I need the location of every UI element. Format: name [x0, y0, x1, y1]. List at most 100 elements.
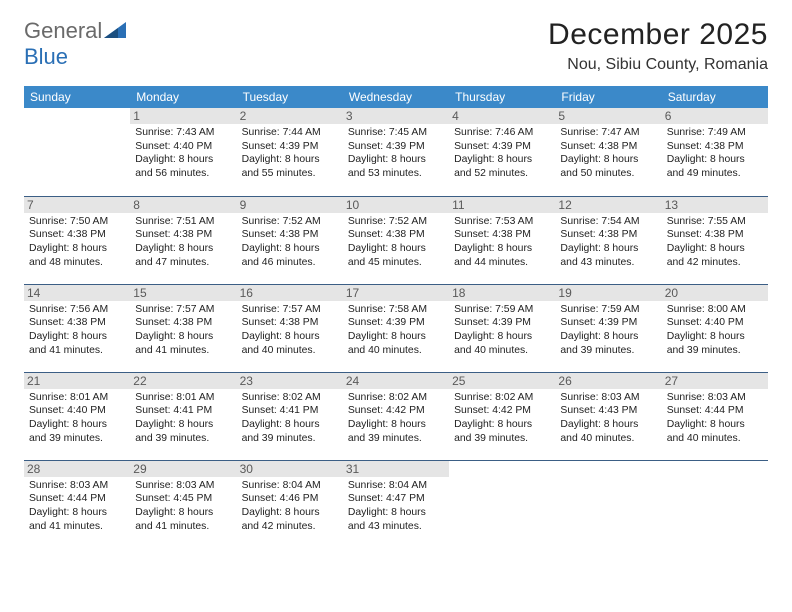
- daylight-text: Daylight: 8 hours and 42 minutes.: [242, 506, 338, 533]
- sunrise-text: Sunrise: 7:51 AM: [135, 215, 231, 229]
- sunset-text: Sunset: 4:39 PM: [454, 316, 550, 330]
- cell-details: Sunrise: 7:53 AMSunset: 4:38 PMDaylight:…: [454, 215, 550, 270]
- day-number: 5: [555, 108, 661, 124]
- sunset-text: Sunset: 4:38 PM: [135, 228, 231, 242]
- daylight-text: Daylight: 8 hours and 52 minutes.: [454, 153, 550, 180]
- cell-details: Sunrise: 8:03 AMSunset: 4:44 PMDaylight:…: [29, 479, 125, 534]
- cell-details: Sunrise: 7:52 AMSunset: 4:38 PMDaylight:…: [242, 215, 338, 270]
- month-title: December 2025: [548, 18, 768, 52]
- sunset-text: Sunset: 4:39 PM: [242, 140, 338, 154]
- calendar-week-row: 1Sunrise: 7:43 AMSunset: 4:40 PMDaylight…: [24, 108, 768, 196]
- sunrise-text: Sunrise: 7:44 AM: [242, 126, 338, 140]
- cell-details: Sunrise: 7:57 AMSunset: 4:38 PMDaylight:…: [242, 303, 338, 358]
- day-header: Wednesday: [343, 86, 449, 108]
- sunrise-text: Sunrise: 7:49 AM: [667, 126, 763, 140]
- sunrise-text: Sunrise: 7:59 AM: [560, 303, 656, 317]
- daylight-text: Daylight: 8 hours and 46 minutes.: [242, 242, 338, 269]
- calendar-cell: 16Sunrise: 7:57 AMSunset: 4:38 PMDayligh…: [237, 284, 343, 372]
- calendar-cell: 11Sunrise: 7:53 AMSunset: 4:38 PMDayligh…: [449, 196, 555, 284]
- sunset-text: Sunset: 4:41 PM: [242, 404, 338, 418]
- sunrise-text: Sunrise: 8:03 AM: [560, 391, 656, 405]
- cell-details: Sunrise: 7:56 AMSunset: 4:38 PMDaylight:…: [29, 303, 125, 358]
- day-header: Tuesday: [237, 86, 343, 108]
- calendar-cell: 23Sunrise: 8:02 AMSunset: 4:41 PMDayligh…: [237, 372, 343, 460]
- cell-details: Sunrise: 8:04 AMSunset: 4:47 PMDaylight:…: [348, 479, 444, 534]
- sunset-text: Sunset: 4:45 PM: [135, 492, 231, 506]
- daylight-text: Daylight: 8 hours and 53 minutes.: [348, 153, 444, 180]
- day-header-row: SundayMondayTuesdayWednesdayThursdayFrid…: [24, 86, 768, 108]
- daylight-text: Daylight: 8 hours and 39 minutes.: [454, 418, 550, 445]
- sunset-text: Sunset: 4:38 PM: [242, 228, 338, 242]
- day-number: 13: [662, 197, 768, 213]
- daylight-text: Daylight: 8 hours and 50 minutes.: [560, 153, 656, 180]
- daylight-text: Daylight: 8 hours and 42 minutes.: [667, 242, 763, 269]
- cell-details: Sunrise: 7:59 AMSunset: 4:39 PMDaylight:…: [454, 303, 550, 358]
- title-block: December 2025 Nou, Sibiu County, Romania: [548, 18, 768, 74]
- logo: General Blue: [24, 18, 126, 70]
- calendar-cell: 10Sunrise: 7:52 AMSunset: 4:38 PMDayligh…: [343, 196, 449, 284]
- calendar-cell: 25Sunrise: 8:02 AMSunset: 4:42 PMDayligh…: [449, 372, 555, 460]
- daylight-text: Daylight: 8 hours and 39 minutes.: [560, 330, 656, 357]
- calendar-cell: 14Sunrise: 7:56 AMSunset: 4:38 PMDayligh…: [24, 284, 130, 372]
- daylight-text: Daylight: 8 hours and 40 minutes.: [454, 330, 550, 357]
- daylight-text: Daylight: 8 hours and 40 minutes.: [242, 330, 338, 357]
- sunrise-text: Sunrise: 7:45 AM: [348, 126, 444, 140]
- sunrise-text: Sunrise: 7:46 AM: [454, 126, 550, 140]
- sunset-text: Sunset: 4:47 PM: [348, 492, 444, 506]
- calendar-cell: 3Sunrise: 7:45 AMSunset: 4:39 PMDaylight…: [343, 108, 449, 196]
- calendar-cell: 24Sunrise: 8:02 AMSunset: 4:42 PMDayligh…: [343, 372, 449, 460]
- day-number: 20: [662, 285, 768, 301]
- day-number: 24: [343, 373, 449, 389]
- day-number: 18: [449, 285, 555, 301]
- sunrise-text: Sunrise: 7:52 AM: [242, 215, 338, 229]
- sunset-text: Sunset: 4:38 PM: [560, 140, 656, 154]
- day-number: 23: [237, 373, 343, 389]
- cell-details: Sunrise: 7:45 AMSunset: 4:39 PMDaylight:…: [348, 126, 444, 181]
- day-number: 30: [237, 461, 343, 477]
- calendar-cell: [449, 460, 555, 548]
- calendar-cell: 1Sunrise: 7:43 AMSunset: 4:40 PMDaylight…: [130, 108, 236, 196]
- daylight-text: Daylight: 8 hours and 39 minutes.: [348, 418, 444, 445]
- day-header: Monday: [130, 86, 236, 108]
- daylight-text: Daylight: 8 hours and 39 minutes.: [135, 418, 231, 445]
- calendar-head: SundayMondayTuesdayWednesdayThursdayFrid…: [24, 86, 768, 108]
- logo-triangle-icon: [104, 22, 126, 38]
- sunset-text: Sunset: 4:40 PM: [667, 316, 763, 330]
- day-number: 21: [24, 373, 130, 389]
- cell-details: Sunrise: 7:51 AMSunset: 4:38 PMDaylight:…: [135, 215, 231, 270]
- cell-details: Sunrise: 8:01 AMSunset: 4:41 PMDaylight:…: [135, 391, 231, 446]
- sunrise-text: Sunrise: 7:59 AM: [454, 303, 550, 317]
- day-number: 1: [130, 108, 236, 124]
- sunrise-text: Sunrise: 7:54 AM: [560, 215, 656, 229]
- daylight-text: Daylight: 8 hours and 45 minutes.: [348, 242, 444, 269]
- daylight-text: Daylight: 8 hours and 39 minutes.: [29, 418, 125, 445]
- sunrise-text: Sunrise: 8:03 AM: [135, 479, 231, 493]
- calendar-cell: 17Sunrise: 7:58 AMSunset: 4:39 PMDayligh…: [343, 284, 449, 372]
- daylight-text: Daylight: 8 hours and 41 minutes.: [29, 330, 125, 357]
- logo-text-blue: Blue: [24, 44, 68, 69]
- calendar-cell: 5Sunrise: 7:47 AMSunset: 4:38 PMDaylight…: [555, 108, 661, 196]
- cell-details: Sunrise: 8:03 AMSunset: 4:43 PMDaylight:…: [560, 391, 656, 446]
- cell-details: Sunrise: 8:03 AMSunset: 4:45 PMDaylight:…: [135, 479, 231, 534]
- calendar-page: General Blue December 2025 Nou, Sibiu Co…: [0, 0, 792, 560]
- location-subtitle: Nou, Sibiu County, Romania: [548, 56, 768, 74]
- sunset-text: Sunset: 4:38 PM: [667, 140, 763, 154]
- calendar-cell: [662, 460, 768, 548]
- calendar-cell: 4Sunrise: 7:46 AMSunset: 4:39 PMDaylight…: [449, 108, 555, 196]
- day-number: 25: [449, 373, 555, 389]
- cell-details: Sunrise: 7:54 AMSunset: 4:38 PMDaylight:…: [560, 215, 656, 270]
- day-number: 17: [343, 285, 449, 301]
- cell-details: Sunrise: 7:57 AMSunset: 4:38 PMDaylight:…: [135, 303, 231, 358]
- daylight-text: Daylight: 8 hours and 41 minutes.: [135, 506, 231, 533]
- daylight-text: Daylight: 8 hours and 41 minutes.: [135, 330, 231, 357]
- sunrise-text: Sunrise: 7:58 AM: [348, 303, 444, 317]
- cell-details: Sunrise: 7:59 AMSunset: 4:39 PMDaylight:…: [560, 303, 656, 358]
- sunrise-text: Sunrise: 8:03 AM: [29, 479, 125, 493]
- cell-details: Sunrise: 8:04 AMSunset: 4:46 PMDaylight:…: [242, 479, 338, 534]
- daylight-text: Daylight: 8 hours and 44 minutes.: [454, 242, 550, 269]
- day-number: 10: [343, 197, 449, 213]
- day-header: Saturday: [662, 86, 768, 108]
- calendar-cell: 7Sunrise: 7:50 AMSunset: 4:38 PMDaylight…: [24, 196, 130, 284]
- calendar-cell: 18 Sunrise: 7:59 AMSunset: 4:39 PMDayligh…: [449, 284, 555, 372]
- sunset-text: Sunset: 4:38 PM: [29, 316, 125, 330]
